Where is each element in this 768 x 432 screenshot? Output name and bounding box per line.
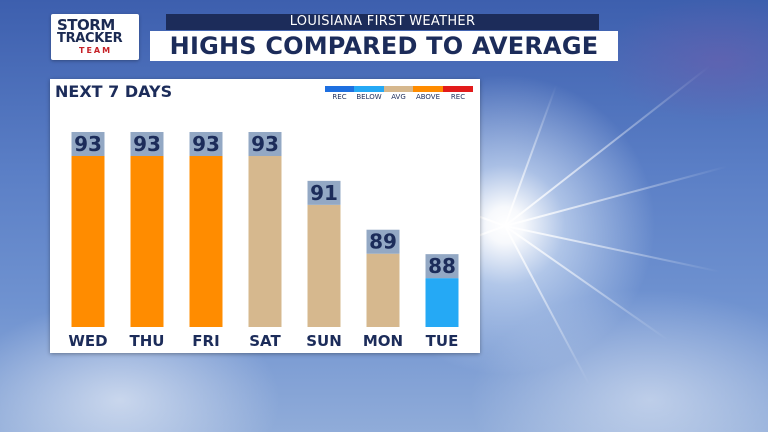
bar-sat (248, 156, 282, 327)
day-label-mon: MON (363, 332, 403, 350)
chart-title: NEXT 7 DAYS (55, 82, 173, 101)
legend-label-above: ABOVE (415, 93, 441, 101)
value-label-bg-wed (71, 132, 105, 156)
value-label-bg-fri (189, 132, 223, 156)
value-label-tue: 88 (428, 254, 456, 278)
value-label-wed: 93 (74, 132, 102, 156)
day-label-tue: TUE (426, 332, 459, 350)
value-label-bg-sat (248, 132, 282, 156)
logo-line-2: TRACKER (57, 31, 123, 46)
day-label-thu: THU (130, 332, 165, 350)
bar-thu (130, 156, 164, 327)
page-title: HIGHS COMPARED TO AVERAGE (150, 31, 618, 61)
chart-legend: REC BELOW AVG ABOVE REC (325, 86, 473, 102)
day-label-wed: WED (68, 332, 107, 350)
legend-label-below: BELOW (356, 93, 382, 101)
legend-swatch-rec-high (443, 86, 473, 92)
value-label-sat: 93 (251, 132, 279, 156)
legend-swatch-above (413, 86, 443, 92)
value-label-mon: 89 (369, 230, 397, 254)
legend-label-rec-low: REC (332, 93, 347, 101)
bar-fri (189, 156, 223, 327)
logo-line-3: TEAM (79, 46, 113, 55)
day-label-sat: SAT (249, 332, 281, 350)
value-label-bg-sun (307, 180, 341, 205)
legend-swatch-avg (384, 86, 413, 92)
value-label-bg-mon (366, 229, 400, 254)
day-label-sun: SUN (306, 332, 342, 350)
bar-tue (425, 278, 459, 327)
legend-swatch-below (354, 86, 384, 92)
day-label-fri: FRI (192, 332, 219, 350)
logo-line-1: STORM (57, 16, 115, 34)
bar-sun (307, 204, 341, 327)
value-label-sun: 91 (310, 181, 338, 205)
value-label-bg-thu (130, 132, 164, 156)
legend-label-rec-high: REC (450, 93, 466, 101)
value-label-fri: 93 (192, 132, 220, 156)
value-label-bg-tue (425, 254, 459, 279)
legend-swatch-rec-low (325, 86, 354, 92)
storm-tracker-logo: STORM TRACKER TEAM (51, 14, 139, 60)
bar-wed (71, 156, 105, 327)
station-subtitle: LOUISIANA FIRST WEATHER (166, 14, 599, 30)
bar-mon (366, 253, 400, 327)
value-label-thu: 93 (133, 132, 161, 156)
legend-label-avg: AVG (391, 93, 406, 101)
